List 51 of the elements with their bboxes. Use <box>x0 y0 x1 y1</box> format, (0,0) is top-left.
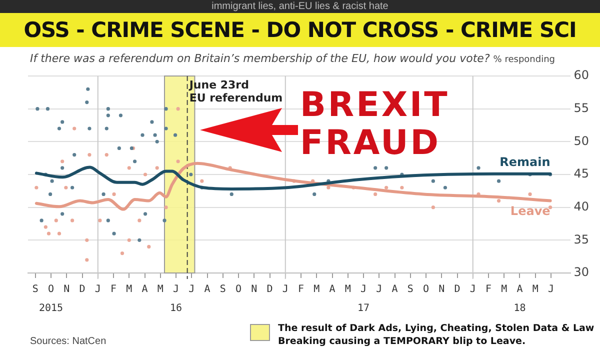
x-tick-label: F <box>110 284 117 296</box>
x-tick-label: M <box>157 284 164 296</box>
x-tick-label: N <box>251 284 258 296</box>
y-tick-label: 45 <box>574 166 590 181</box>
x-tick-label: J <box>94 284 101 296</box>
x-tick-label: N <box>438 284 445 296</box>
chart-title: If there was a referendum on Britain’s membership of the EU, how would you vote? <box>30 52 490 65</box>
x-tick-label: N <box>64 284 70 296</box>
x-tick-label: J <box>376 284 382 296</box>
legend-label: The result of Dark Ads, Lying, Cheating, Stolen Data & Law Breaking causing a TEMPORARY blip to Leave. <box>278 322 596 348</box>
x-tick-label: M <box>126 284 132 296</box>
x-tick-label: J <box>470 284 476 296</box>
ref-line-label: June 23rd EU referendum <box>188 78 283 104</box>
y-tick-label: 55 <box>574 100 590 115</box>
x-tick-label: F <box>485 284 492 296</box>
x-tick-label: J 16 <box>170 284 182 314</box>
y-tick-label: 40 <box>574 199 590 214</box>
y-axis-title: % responding <box>493 55 555 65</box>
x-tick-label: M <box>501 284 508 296</box>
x-tick-label: S <box>407 284 414 296</box>
y-tick-label: 30 <box>574 265 590 280</box>
x-tick-label: D <box>266 284 273 296</box>
text: OSS - CRIME SCENE - DO NOT CROSS - CRIME SCI <box>0 13 600 47</box>
series-label: Remain <box>500 154 550 169</box>
x-tick-label: M <box>314 284 320 296</box>
text: immigrant lies, anti-EU lies & racist hate <box>0 0 600 13</box>
y-tick-label: 35 <box>574 232 590 246</box>
x-tick-label: O <box>422 284 430 296</box>
x-tick-label: A <box>204 284 210 296</box>
x-tick-label: F <box>298 284 304 296</box>
y-tick-label: 50 <box>574 134 590 148</box>
x-tick-label: J <box>282 284 288 296</box>
x-tick-label: J 17 <box>357 284 370 314</box>
x-tick-label: J <box>548 284 554 296</box>
x-tick-label: M <box>532 284 538 296</box>
x-tick-label: A <box>142 284 148 296</box>
y-tick-label: 60 <box>574 68 590 82</box>
x-tick-label: O 2015 <box>38 284 64 314</box>
x-tick-label: D <box>454 284 460 296</box>
x-tick-label: A <box>329 284 336 296</box>
x-tick-label: J <box>188 284 195 296</box>
x-tick-label: D <box>79 284 86 296</box>
x-tick-label: O <box>236 284 242 296</box>
x-tick-label: A <box>392 284 398 296</box>
series-label: Leave <box>510 204 550 218</box>
x-tick-label: M <box>344 284 351 296</box>
x-tick-label: A 18 <box>514 284 526 314</box>
source-note: Sources: NatCen <box>30 336 106 347</box>
x-tick-label: S <box>32 284 38 296</box>
annotation: BREXIT FRAUD <box>300 85 450 163</box>
x-tick-label: S <box>220 284 226 296</box>
